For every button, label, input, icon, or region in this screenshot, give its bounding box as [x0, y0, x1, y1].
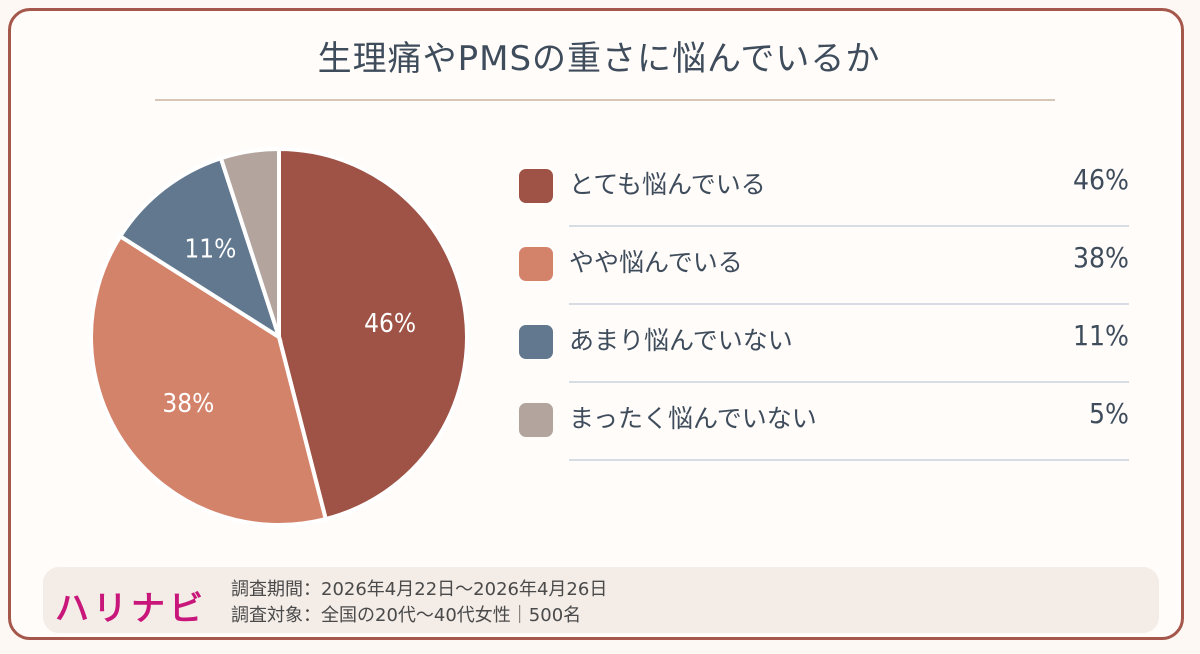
legend-label: あまり悩んでいない [569, 326, 793, 355]
legend-item: とても悩んでいる 46% [519, 149, 1129, 227]
legend-item: あまり悩んでいない 11% [519, 305, 1129, 383]
chart-title: 生理痛やPMSの重さに悩んでいるか [317, 39, 881, 79]
pie-slice [117, 155, 283, 342]
pie-slice [218, 146, 281, 338]
pie-slice [277, 146, 469, 522]
survey-meta: 調査期間：2026年4月22日〜2026年4月26日 調査対象：全国の20代〜4… [231, 577, 607, 629]
pie-slice-label: 46% [364, 309, 416, 339]
brand-logo: ハリナビ [55, 589, 207, 629]
pie-slice-label: 38% [162, 389, 214, 419]
legend-item: やや悩んでいる 38% [519, 227, 1129, 305]
pie-chart: 46% 38% 11% [89, 146, 469, 527]
legend-item: まったく悩んでいない 5% [519, 383, 1129, 461]
legend-divider [569, 459, 1129, 461]
legend-swatch [519, 325, 553, 359]
legend-divider [569, 225, 1129, 227]
pie-slice-label: 11% [184, 235, 236, 265]
legend-value: 38% [1073, 241, 1129, 274]
chart-card: 生理痛やPMSの重さに悩んでいるか 46% 38% 11% とても悩んでいる 46% や… [8, 8, 1184, 640]
survey-period: 調査期間：2026年4月22日〜2026年4月26日 [231, 579, 608, 600]
legend-value: 5% [1089, 397, 1129, 430]
pie-slice [89, 233, 329, 527]
legend-label: やや悩んでいる [569, 248, 743, 277]
legend-value: 46% [1073, 163, 1129, 196]
legend-divider [569, 303, 1129, 305]
legend-swatch [519, 169, 553, 203]
legend-label: まったく悩んでいない [569, 404, 817, 433]
survey-target: 調査対象：全国の20代〜40代女性｜500名 [231, 605, 582, 626]
legend-divider [569, 381, 1129, 383]
legend-swatch [519, 247, 553, 281]
legend-swatch [519, 403, 553, 437]
legend-value: 11% [1073, 319, 1129, 352]
legend-label: とても悩んでいる [569, 170, 766, 199]
legend: とても悩んでいる 46% やや悩んでいる 38% あまり悩んでいない 11% まったく悩んで… [519, 149, 1129, 461]
title-divider [155, 99, 1055, 101]
survey-footer: ハリナビ 調査期間：2026年4月22日〜2026年4月26日 調査対象：全国の… [43, 567, 1159, 633]
